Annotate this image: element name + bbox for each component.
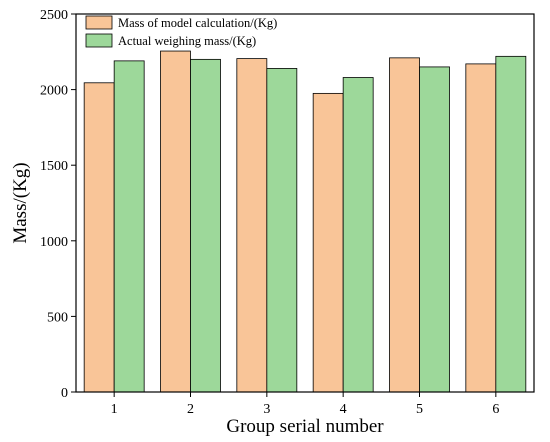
bar-series2-group-6 bbox=[495, 55, 527, 393]
y-tick-label: 1000 bbox=[40, 235, 68, 250]
bars-group bbox=[83, 50, 527, 393]
bar-series2-group-5 bbox=[419, 66, 450, 393]
bar-series2-group-4 bbox=[342, 77, 374, 393]
bar-series1-group-5 bbox=[389, 57, 420, 393]
x-axis-title: Group serial number bbox=[226, 416, 384, 437]
y-axis-title: Mass/(Kg) bbox=[10, 162, 31, 243]
legend-swatch-series1 bbox=[85, 15, 113, 30]
y-axis: 0 500 1000 1500 2000 2500 bbox=[40, 8, 76, 401]
y-tick-label: 2500 bbox=[40, 8, 68, 23]
legend: Mass of model calculation/(Kg) Actual wei… bbox=[85, 15, 277, 48]
y-tick-label: 500 bbox=[47, 310, 68, 325]
x-tick-label: 2 bbox=[187, 402, 194, 417]
x-tick-label: 3 bbox=[263, 402, 270, 417]
x-tick-label: 6 bbox=[492, 402, 499, 417]
bar-series1-group-3 bbox=[236, 58, 268, 393]
x-tick-label: 4 bbox=[340, 402, 347, 417]
legend-label-series1: Mass of model calculation/(Kg) bbox=[118, 16, 277, 30]
bar-series2-group-1 bbox=[113, 60, 145, 393]
y-tick-label: 2000 bbox=[40, 84, 68, 99]
x-tick-label: 1 bbox=[111, 402, 118, 417]
legend-swatch-series2 bbox=[85, 33, 113, 48]
bar-series1-group-2 bbox=[160, 50, 191, 393]
x-axis: 1 2 3 4 5 6 bbox=[111, 392, 499, 417]
plot-frame bbox=[75, 13, 535, 393]
bar-series1-group-6 bbox=[465, 63, 497, 393]
bar-series2-group-3 bbox=[266, 68, 298, 393]
bar-series1-group-4 bbox=[312, 92, 344, 393]
x-tick-label: 5 bbox=[416, 402, 423, 417]
y-tick-label: 1500 bbox=[40, 159, 68, 174]
bar-series1-group-1 bbox=[83, 82, 115, 393]
legend-label-series2: Actual weighing mass/(Kg) bbox=[118, 34, 256, 48]
bar-series2-group-2 bbox=[190, 58, 221, 393]
y-tick-label: 0 bbox=[61, 386, 68, 401]
